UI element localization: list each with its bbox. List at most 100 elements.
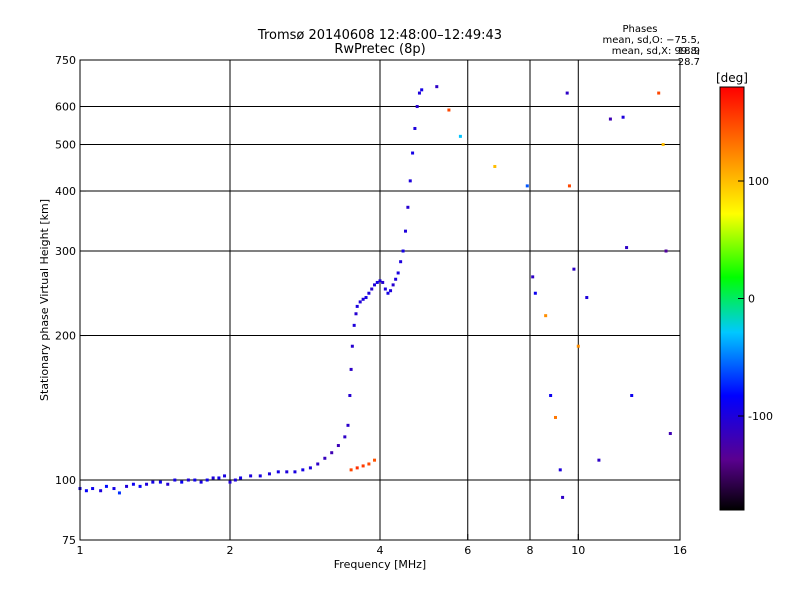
data-point: [420, 88, 424, 92]
data-point: [293, 470, 297, 474]
data-point: [99, 489, 103, 493]
data-point: [493, 164, 497, 168]
y-tick-label: 600: [55, 101, 76, 114]
data-point: [373, 458, 377, 462]
data-point: [211, 476, 215, 480]
data-point: [373, 283, 377, 287]
data-point: [549, 394, 553, 398]
data-point: [104, 484, 108, 488]
data-point: [349, 367, 353, 371]
data-point: [336, 444, 340, 448]
data-point: [367, 462, 371, 466]
x-tick-label: 16: [673, 544, 687, 557]
data-point: [112, 487, 116, 491]
data-point: [378, 279, 382, 283]
x-tick-label: 8: [527, 544, 534, 557]
data-point: [585, 296, 589, 300]
stats-o-mode: mean, sd,O: −75.5, 18.9: [602, 35, 700, 57]
y-tick-label: 75: [62, 534, 76, 547]
data-point: [350, 344, 354, 348]
data-point: [435, 85, 439, 89]
y-tick-label: 300: [55, 245, 76, 258]
data-point: [375, 280, 379, 284]
data-point: [258, 474, 262, 478]
data-point: [330, 451, 334, 455]
data-point: [316, 462, 320, 466]
data-point: [567, 184, 571, 188]
data-point: [355, 466, 359, 470]
data-point: [417, 91, 421, 95]
data-point: [151, 480, 155, 484]
y-tick-label: 200: [55, 330, 76, 343]
data-point: [525, 184, 529, 188]
data-point: [553, 415, 557, 419]
data-point: [323, 456, 327, 460]
data-point: [370, 287, 374, 291]
data-point: [621, 115, 625, 119]
data-point: [217, 476, 221, 480]
y-tick-label: 750: [55, 54, 76, 67]
data-point: [199, 480, 203, 484]
data-point: [361, 297, 365, 301]
data-point: [358, 300, 362, 304]
data-point: [267, 472, 271, 476]
plot-area: [80, 60, 680, 540]
colorbar-tick-label: -100: [748, 410, 773, 423]
x-tick-label: 4: [377, 544, 384, 557]
data-point: [406, 205, 410, 209]
data-point: [576, 344, 580, 348]
axes: 1 2 4 6 8 10 16 75 100 200 300 400 500 600 750 Frequenc…: [38, 54, 687, 571]
data-point: [249, 474, 253, 478]
data-point: [205, 478, 209, 482]
data-point: [668, 432, 672, 436]
data-point: [565, 91, 569, 95]
data-point: [661, 143, 665, 147]
data-point: [117, 491, 121, 495]
y-tick-label: 100: [55, 474, 76, 487]
data-point: [349, 468, 353, 472]
data-point: [239, 476, 243, 480]
data-point: [381, 280, 385, 284]
data-point: [415, 105, 419, 109]
colorbar-tick-label: 100: [748, 175, 769, 188]
data-point: [625, 246, 629, 250]
data-point: [383, 287, 387, 291]
data-point: [447, 108, 451, 112]
data-point: [630, 394, 634, 398]
x-tick-label: 6: [464, 544, 471, 557]
data-point: [348, 394, 352, 398]
data-point: [396, 271, 400, 275]
y-tick-label: 400: [55, 185, 76, 198]
y-tick-label: 500: [55, 139, 76, 152]
data-point: [401, 249, 405, 253]
data-point: [158, 480, 162, 484]
data-point: [228, 480, 232, 484]
data-point: [386, 291, 390, 295]
data-point: [125, 484, 129, 488]
data-point: [391, 283, 395, 287]
data-point: [223, 474, 227, 478]
data-point: [361, 464, 365, 468]
data-point: [131, 482, 135, 486]
stats-x-mode: mean, sd,X: 99.8, 28.7: [611, 46, 700, 68]
data-point: [399, 260, 403, 264]
data-point: [180, 480, 184, 484]
data-point: [394, 277, 398, 281]
data-point: [343, 435, 347, 439]
data-point: [364, 296, 368, 300]
data-point: [531, 275, 535, 279]
stats-heading: Phases: [622, 24, 658, 35]
data-point: [597, 458, 601, 462]
data-point: [138, 484, 142, 488]
data-points: [78, 85, 672, 499]
x-tick-label: 1: [77, 544, 84, 557]
colorbar-tick-label: 0: [748, 293, 755, 306]
data-point: [173, 478, 177, 482]
x-axis-label: Frequency [MHz]: [334, 558, 426, 571]
data-point: [301, 468, 305, 472]
data-point: [354, 312, 358, 316]
colorbar-label: [deg]: [716, 71, 748, 85]
y-axis-label: Stationary phase Virtual Height [km]: [38, 199, 51, 401]
data-point: [533, 291, 537, 295]
